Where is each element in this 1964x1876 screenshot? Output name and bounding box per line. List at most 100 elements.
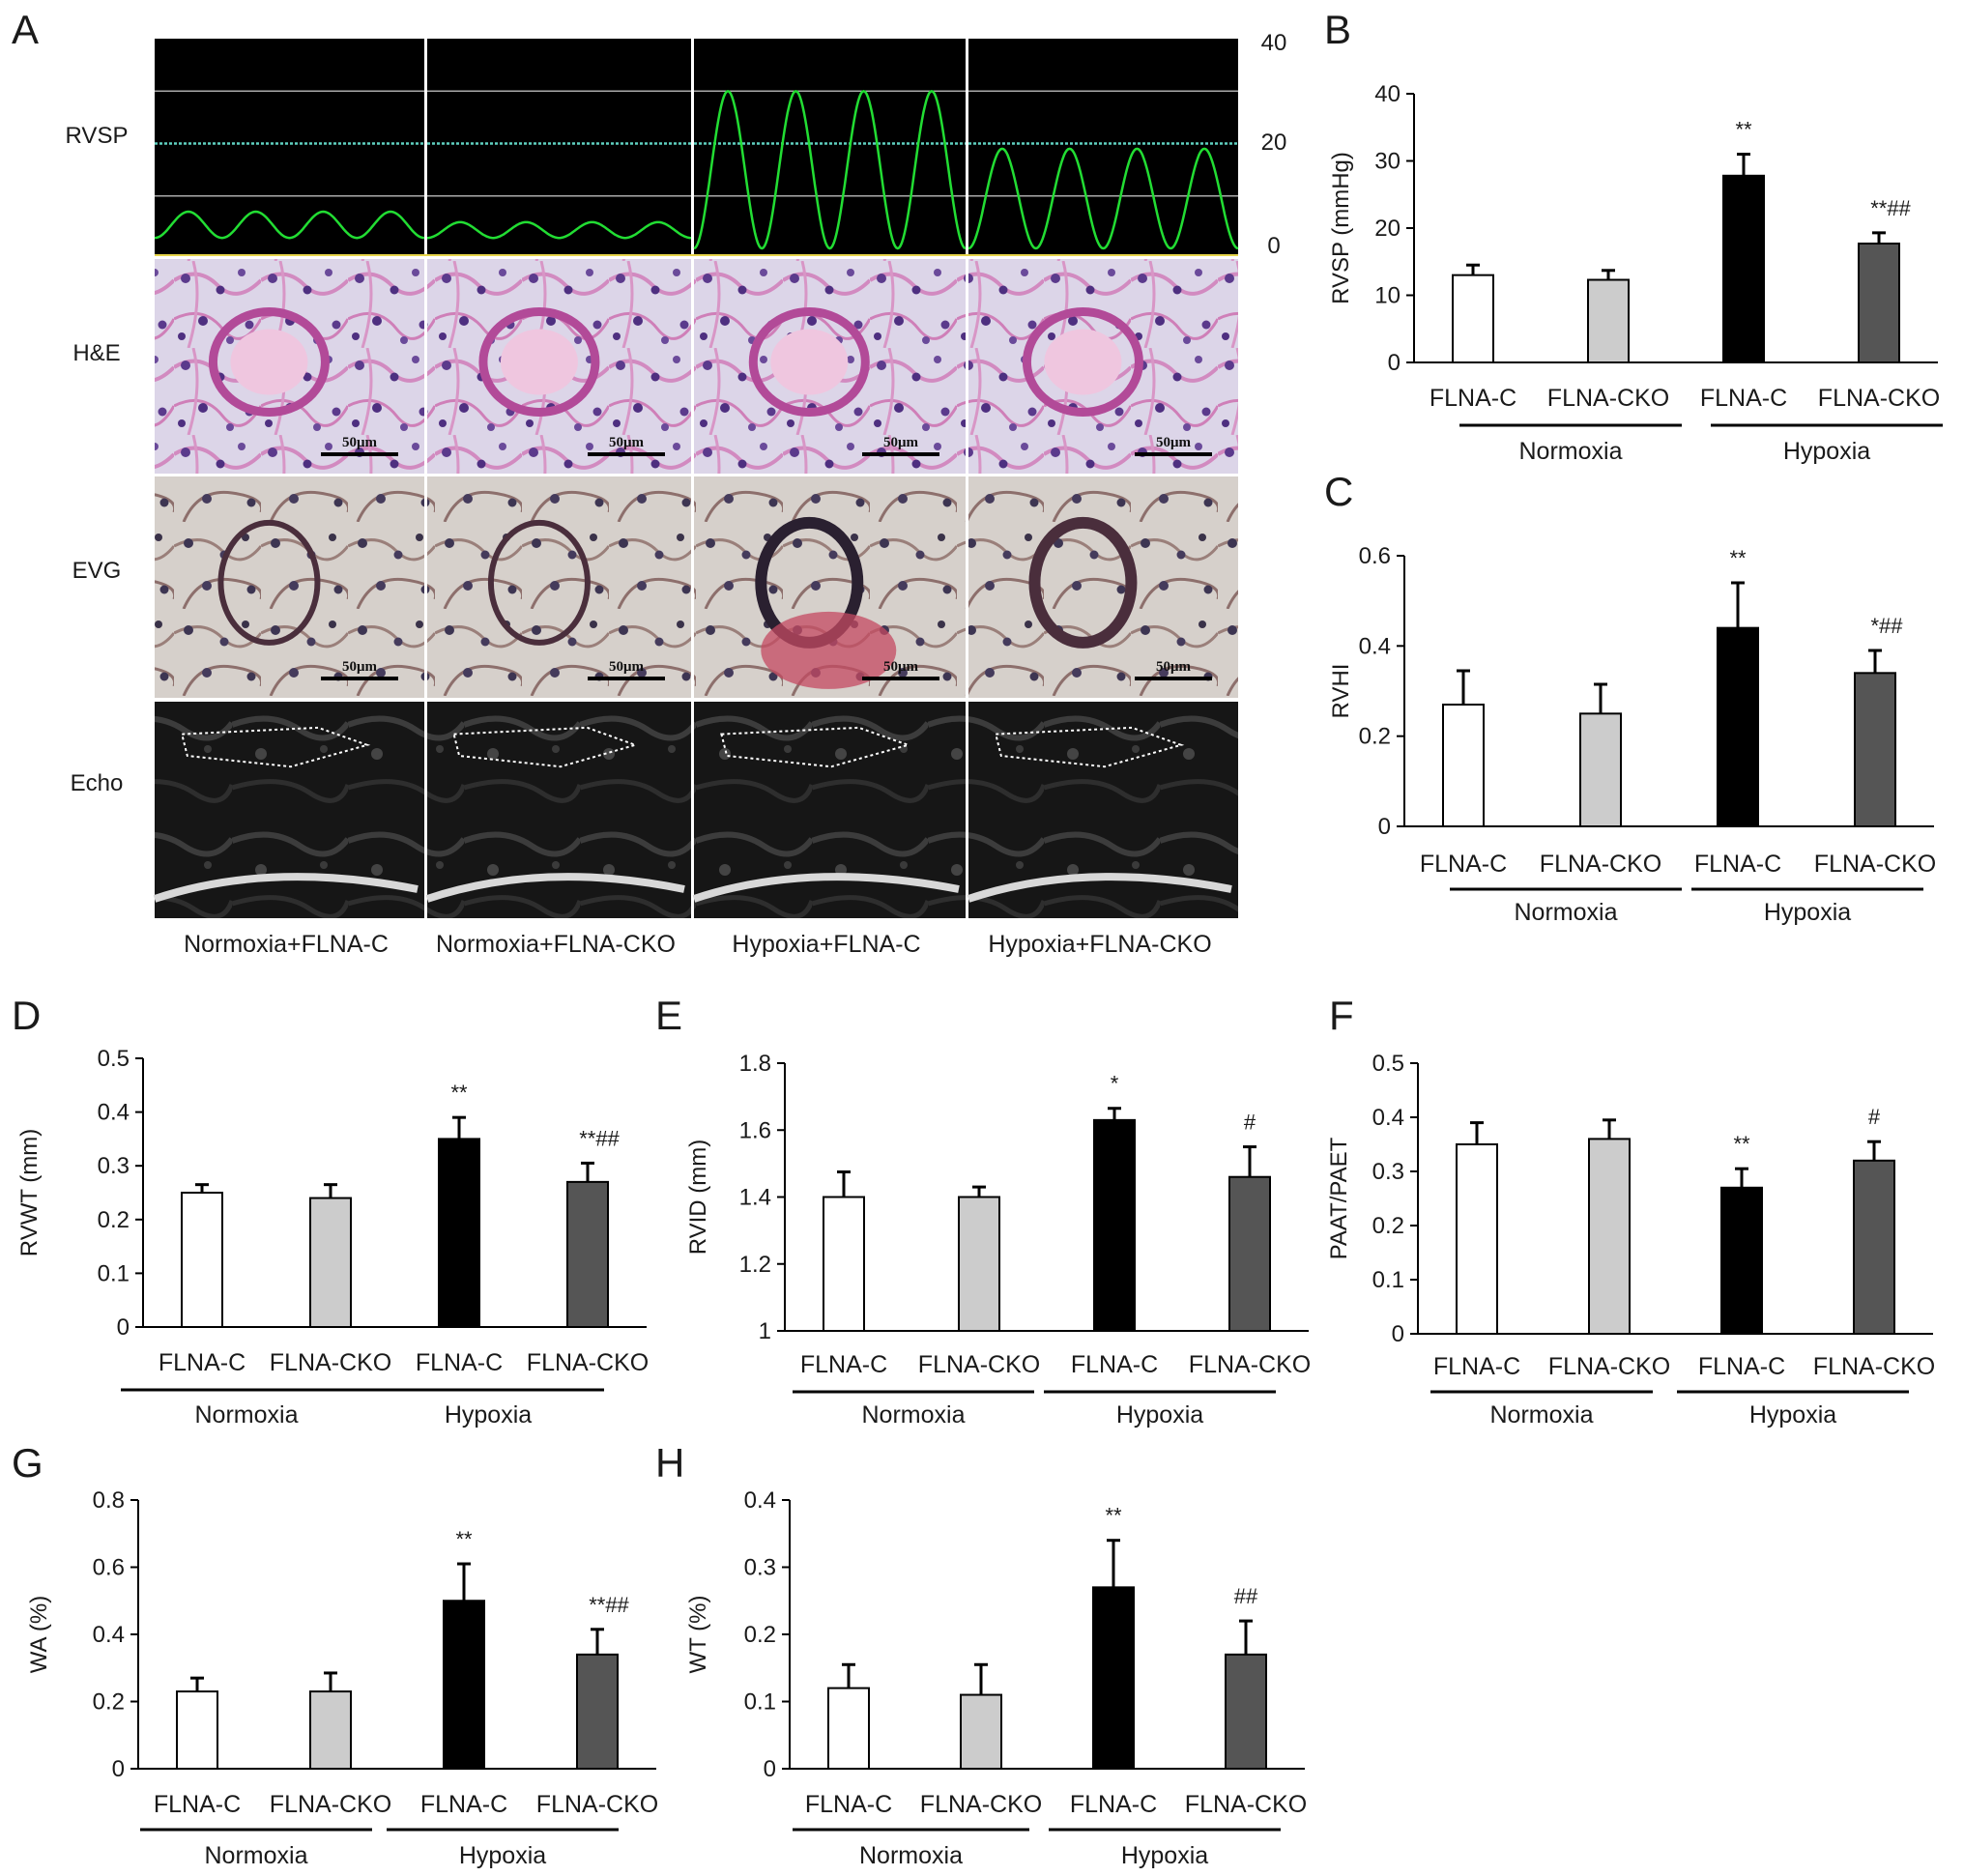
bar — [1456, 1143, 1498, 1335]
y-axis-label: RVWT (mm) — [16, 1129, 43, 1256]
category-label: FLNA-CKO — [1814, 851, 1936, 878]
vessel-wall — [487, 519, 591, 646]
category-label: FLNA-C — [1698, 1353, 1785, 1380]
y-tick-label: 0.4 — [1359, 633, 1391, 659]
significance-marker: ** — [1105, 1504, 1122, 1528]
category-label: FLNA-CKO — [920, 1791, 1042, 1818]
rvsp-pressure-trace — [968, 147, 1239, 250]
y-tick-label: 0.4 — [93, 1622, 125, 1648]
y-tick-label: 0.4 — [744, 1487, 776, 1514]
group-label: Normoxia — [1515, 899, 1618, 926]
vessel-lumen — [770, 329, 849, 395]
category-label: FLNA-C — [416, 1349, 503, 1376]
y-tick-label: 0.2 — [1372, 1213, 1404, 1239]
rvsp-pressure-trace — [154, 210, 425, 240]
panel-a-letter: A — [12, 7, 39, 52]
column-label: Normoxia+FLNA-CKO — [436, 931, 676, 958]
category-label: FLNA-C — [1694, 851, 1781, 878]
vessel-wall — [748, 307, 870, 418]
y-axis-label: WT (%) — [685, 1596, 711, 1674]
y-tick-label: 0.3 — [744, 1555, 776, 1581]
category-label: FLNA-C — [1700, 385, 1787, 412]
y-tick-label: 30 — [1374, 149, 1401, 175]
bar — [958, 1196, 1000, 1332]
category-label: FLNA-C — [805, 1791, 892, 1818]
scale-bar-label: 50μm — [883, 659, 919, 675]
category-label: FLNA-C — [1071, 1351, 1158, 1378]
group-label: Hypoxia — [1764, 899, 1851, 926]
y-tick-label: 0.2 — [98, 1207, 130, 1233]
y-tick-label: 0.1 — [98, 1260, 130, 1286]
panel-letter: C — [1324, 469, 1353, 514]
rvsp-panel-bg — [694, 39, 966, 256]
echo-bright-band — [692, 873, 960, 903]
category-label: FLNA-CKO — [1813, 1353, 1935, 1380]
group-label: Hypoxia — [459, 1842, 546, 1869]
rvsp-panel-bg — [968, 39, 1238, 256]
significance-marker: *## — [1870, 614, 1903, 638]
he-image-cell: 50μm — [694, 259, 966, 474]
rv-wall-outline — [452, 726, 639, 768]
bar — [1092, 1586, 1135, 1770]
y-tick-label: 0.2 — [1359, 724, 1391, 750]
rvsp-scale-tick: 40 — [1261, 30, 1287, 56]
y-tick-label: 0.2 — [744, 1622, 776, 1648]
significance-marker: ## — [1234, 1584, 1258, 1608]
vessel-wall — [1028, 516, 1138, 649]
rv-wall-outline — [720, 726, 911, 768]
bar — [823, 1196, 865, 1332]
bar-charts: B 0 10 20 30 40 RVSP (mmHg) FLNA-C FLNA-CKO ** FLN… — [12, 7, 1943, 1869]
category-label: FLNA-CKO — [1540, 851, 1661, 878]
significance-marker: ** — [450, 1081, 468, 1105]
y-tick-label: 1.6 — [739, 1117, 771, 1143]
bar — [1442, 704, 1485, 827]
y-axis-label: PAAT/PAET — [1326, 1137, 1352, 1259]
significance-marker: **## — [579, 1126, 620, 1150]
y-tick-label: 0.2 — [93, 1689, 125, 1716]
panel-letter: E — [655, 993, 682, 1038]
bar — [1093, 1118, 1136, 1333]
category-label: FLNA-C — [1430, 385, 1516, 412]
bar — [1579, 712, 1622, 827]
panel-d-chart: D 0 0.1 0.2 0.3 0.4 0.5 RVWT (mm) FLNA-C FLNA-CKO… — [12, 993, 649, 1429]
vessel-lumen — [500, 329, 578, 395]
he-image-cell: 50μm — [427, 259, 691, 474]
significance-marker: ** — [455, 1527, 473, 1551]
y-tick-label: 0.4 — [1372, 1105, 1404, 1131]
significance-marker: # — [1868, 1105, 1881, 1129]
rvsp-scale-tick: 20 — [1261, 130, 1287, 156]
group-label: Normoxia — [859, 1842, 963, 1869]
echo-bright-band — [153, 873, 419, 903]
y-tick-label: 0.6 — [1359, 543, 1391, 569]
histology-images: 50μm 50μm 50μm 50μm 50μm 50μm 50μm 50μm — [153, 259, 1238, 918]
y-tick-label: 0 — [764, 1756, 776, 1782]
y-tick-label: 1 — [759, 1318, 771, 1344]
significance-marker: * — [1111, 1072, 1119, 1096]
row-labels: RVSP H&E EVG Echo — [66, 123, 129, 796]
category-label: FLNA-CKO — [1185, 1791, 1307, 1818]
category-label: FLNA-C — [1070, 1791, 1157, 1818]
bar — [566, 1180, 609, 1328]
significance-marker: # — [1244, 1111, 1256, 1135]
group-label: Normoxia — [862, 1401, 966, 1429]
bar — [576, 1653, 619, 1770]
evg-image — [968, 476, 1238, 698]
row-label: Echo — [71, 770, 124, 796]
y-tick-label: 10 — [1374, 283, 1401, 309]
y-tick-label: 40 — [1374, 81, 1401, 107]
vessel-wall — [208, 307, 330, 418]
y-axis-label: RVSP (mmHg) — [1328, 152, 1354, 304]
bar — [181, 1192, 223, 1328]
category-label: FLNA-C — [420, 1791, 507, 1818]
y-tick-label: 0.6 — [93, 1555, 125, 1581]
y-tick-label: 1.4 — [739, 1185, 771, 1211]
vessel-lumen — [1044, 329, 1122, 395]
panel-letter: B — [1324, 7, 1351, 52]
category-label: FLNA-CKO — [270, 1349, 391, 1376]
bar — [1720, 1186, 1763, 1336]
vessel-wall — [478, 307, 600, 418]
bar — [309, 1690, 352, 1770]
echo-bright-band — [967, 873, 1232, 903]
